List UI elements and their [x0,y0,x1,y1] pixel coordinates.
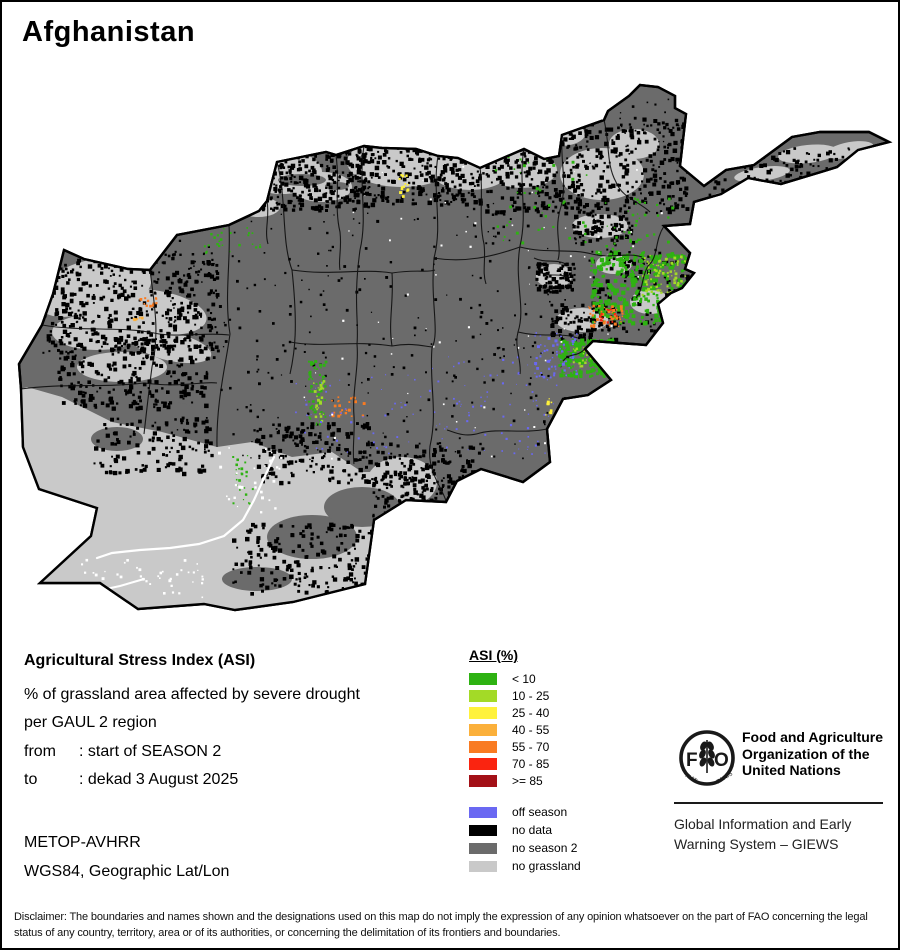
admin-boundaries [20,119,665,502]
legend-row: no grassland [469,857,581,875]
fao-org-line: Organization of the [742,745,870,762]
fao-divider [674,802,883,804]
legend-swatch [469,689,497,702]
legend-swatch [469,723,497,736]
map-speckle-cluster-green [598,197,675,267]
map-speckle-cluster-dark [93,417,214,477]
extra-legend-rows: off season no data no season 2 no grassland [469,803,581,875]
map-speckle-cluster-red [599,308,618,324]
asi-legend-title: ASI (%) [469,647,518,663]
map-speckle-cluster-light [57,337,210,412]
map-speckle-cluster-green [308,360,328,426]
map-speckle-cluster-amber [132,316,144,322]
legend-row: 10 - 25 [469,687,549,704]
period-to-row: to : dekad 3 August 2025 [24,771,238,789]
fao-org-name: Food and Agriculture Organization of the… [742,729,883,779]
fao-logo-letter-o: O [714,750,729,771]
legend-label: < 10 [512,671,536,686]
legend-row: 25 - 40 [469,704,549,721]
legend-row: off season [469,803,581,821]
legend-swatch [469,672,497,685]
legend-label: >= 85 [512,773,543,788]
legend-swatch [469,842,497,854]
legend-swatch [469,740,497,753]
legend-swatch [469,806,497,818]
period-from-label: from [24,743,56,760]
legend-label: no data [512,823,553,837]
map-speckle-cluster-orange [139,297,158,308]
map-speckle-cluster-yellow [398,174,410,198]
map-speckle-cluster-white [302,162,663,460]
map-speckle-cluster-light [535,262,576,294]
giews-caption: Global Information and Early Warning Sys… [674,814,851,854]
disclaimer-text: Disclaimer: The boundaries and names sho… [14,911,868,939]
fao-motto-left: FIAT [684,773,698,785]
legend-label: 70 - 85 [512,756,550,771]
giews-line: Global Information and Early [674,816,852,832]
legend-swatch [469,757,497,770]
fao-logo-letter-f: F [686,750,698,771]
legend-swatch [469,706,497,719]
fao-motto-right: PANIS [716,771,734,785]
map-speckle-cluster-ygreen [641,254,688,296]
legend-swatch [469,860,497,872]
legend-label: off season [512,805,568,819]
legend-row: 70 - 85 [469,755,549,772]
asi-legend: ASI (%) < 10 10 - 25 25 - 40 40 - 55 55 - 70… [469,647,549,789]
legend-swatch [469,824,497,836]
projection-label: WGS84, Geographic Lat/Lon [24,863,230,880]
asi-region-line: per GAUL 2 region [24,714,157,731]
legend-label: 55 - 70 [512,739,550,754]
map-speckle-cluster-blue [534,332,578,379]
legend-row: no data [469,821,581,839]
asi-legend-rows: < 10 10 - 25 25 - 40 40 - 55 55 - 70 70 - 85 >… [469,670,549,789]
legend-label: 40 - 55 [512,722,550,737]
fao-logo-icon: F O FIAT PANIS [679,730,735,786]
legend-row: 40 - 55 [469,721,549,738]
river-line [95,455,276,560]
fao-logo-wheat [699,740,715,773]
legend-swatch [469,774,497,787]
giews-line: Warning System – GIEWS [674,836,839,852]
map-speckle-cluster-orange [331,396,366,418]
legend-label: 25 - 40 [512,705,550,720]
period-from-value: : start of SEASON 2 [79,743,222,760]
map-speckle-cluster-blue [295,374,416,455]
asi-description-line: % of grassland area affected by severe d… [24,686,360,703]
legend-label: 10 - 25 [512,688,550,703]
extra-legend: off season no data no season 2 no grassland [469,803,581,875]
map-speckle-cluster-green [203,227,262,254]
legend-label: no grassland [512,859,581,873]
page-title: Afghanistan [22,16,196,48]
map-speckle-cluster-green [494,154,588,245]
country-border-top [17,83,893,612]
period-from-row: from : start of SEASON 2 [24,743,221,761]
sensor-label: METOP-AVHRR [24,834,141,851]
legend-row: >= 85 [469,772,549,789]
period-to-value: : dekad 3 August 2025 [79,771,239,788]
map-speckle-cluster-yellow [544,398,553,416]
asi-heading: Agricultural Stress Index (ASI) [24,652,256,669]
map-speckle-cluster-black [618,98,688,159]
fao-org-line: Food and Agriculture [742,729,884,745]
fao-org-line: United Nations [742,762,841,778]
period-to-label: to [24,771,38,788]
map-speckle-cluster-blue [420,356,566,455]
legend-row: no season 2 [469,839,581,857]
map-speckle-cluster-light [253,422,375,486]
legend-label: no season 2 [512,841,578,855]
legend-row: 55 - 70 [469,738,549,755]
map-speckle-cluster-ygreen [313,380,326,423]
legend-row: < 10 [469,670,549,687]
